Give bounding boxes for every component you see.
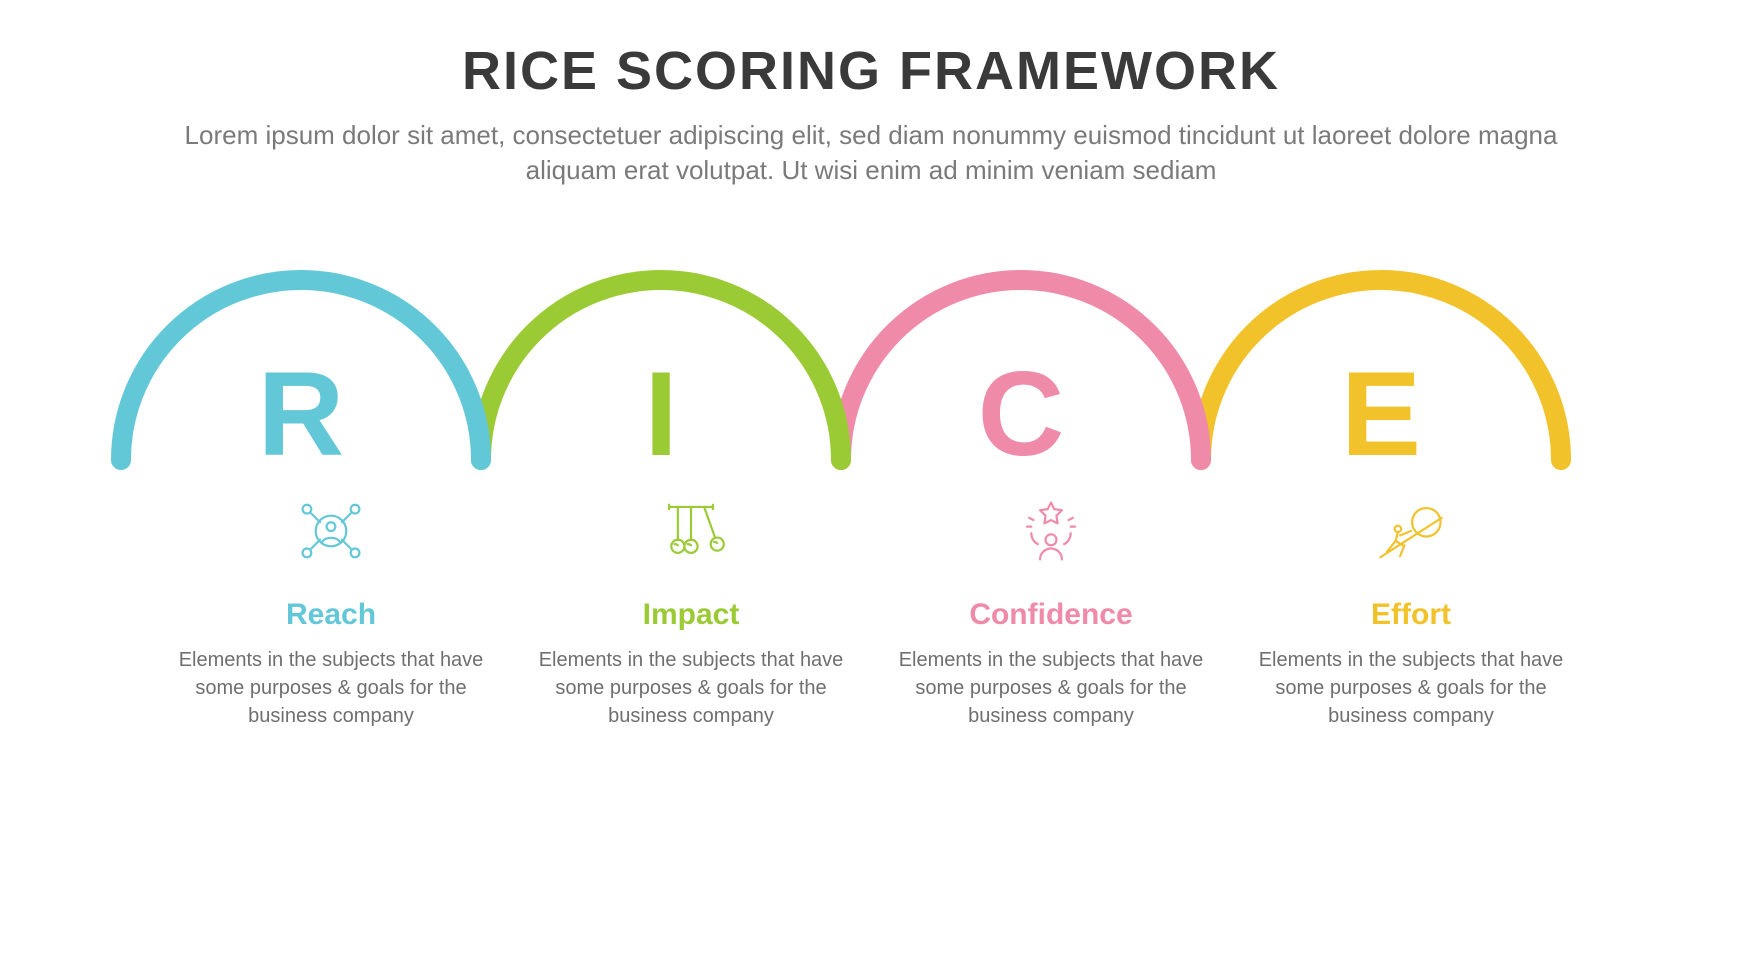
col-effort: Effort Elements in the subjects that hav…: [1231, 470, 1591, 730]
letter-r: R: [258, 347, 345, 480]
label-reach: Reach: [171, 598, 491, 632]
cheer-star-icon: [891, 486, 1211, 576]
page-subtitle: Lorem ipsum dolor sit amet, consectetuer…: [161, 118, 1581, 188]
infographic-page: RICE SCORING FRAMEWORK Lorem ipsum dolor…: [0, 0, 1742, 980]
desc-reach: Elements in the subjects that have some …: [171, 646, 491, 730]
columns: Reach Elements in the subjects that have…: [0, 470, 1742, 730]
col-impact: Impact Elements in the subjects that hav…: [511, 470, 871, 730]
push-boulder-icon: [1251, 486, 1571, 576]
desc-effort: Elements in the subjects that have some …: [1251, 646, 1571, 730]
desc-impact: Elements in the subjects that have some …: [531, 646, 851, 730]
letter-e: E: [1341, 347, 1421, 480]
col-confidence: Confidence Elements in the subjects that…: [871, 470, 1231, 730]
desc-confidence: Elements in the subjects that have some …: [891, 646, 1211, 730]
page-title: RICE SCORING FRAMEWORK: [0, 40, 1742, 102]
label-confidence: Confidence: [891, 598, 1211, 632]
network-user-icon: [171, 486, 491, 576]
col-reach: Reach Elements in the subjects that have…: [151, 470, 511, 730]
arc-row: R I C E: [0, 260, 1742, 470]
header: RICE SCORING FRAMEWORK Lorem ipsum dolor…: [0, 0, 1742, 188]
label-effort: Effort: [1251, 598, 1571, 632]
label-impact: Impact: [531, 598, 851, 632]
pendulum-icon: [531, 486, 851, 576]
letter-i: I: [644, 347, 677, 480]
letter-c: C: [978, 347, 1065, 480]
